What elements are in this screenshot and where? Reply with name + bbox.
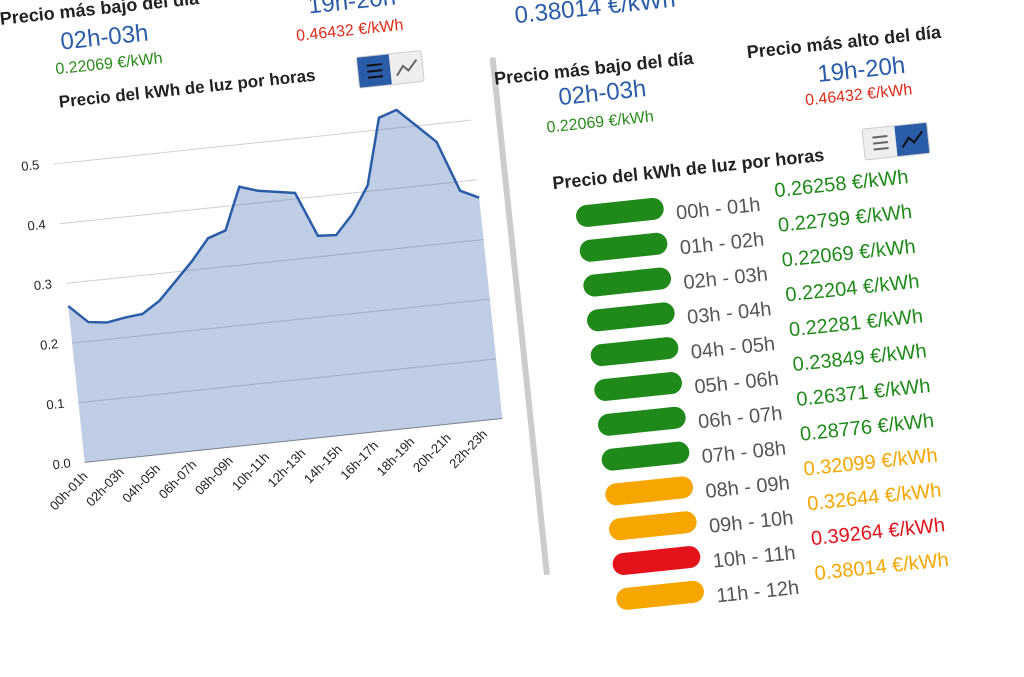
y-tick-label: 0.3 bbox=[33, 276, 53, 293]
hour-range: 10h - 11h bbox=[711, 542, 797, 573]
y-tick-label: 0.0 bbox=[52, 455, 72, 472]
hour-range: 02h - 03h bbox=[682, 263, 769, 295]
hour-price: 0.38014 €/kWh bbox=[813, 549, 950, 585]
hour-price: 0.23849 €/kWh bbox=[791, 340, 928, 377]
x-tick-label: 22h-23h bbox=[446, 426, 490, 471]
list-view-button[interactable] bbox=[863, 126, 898, 159]
x-tick-label: 10h-11h bbox=[229, 449, 272, 493]
page: Precio más bajo del día 02h-03h 0.22069 … bbox=[0, 0, 950, 611]
hour-price: 0.26371 €/kWh bbox=[795, 375, 932, 411]
price-indicator bbox=[604, 475, 695, 507]
hour-price: 0.28776 €/kWh bbox=[798, 409, 936, 446]
hour-range: 09h - 10h bbox=[708, 507, 795, 538]
hour-price: 0.22799 €/kWh bbox=[777, 200, 914, 237]
price-indicator bbox=[574, 196, 665, 228]
price-indicator bbox=[593, 370, 684, 403]
price-indicator bbox=[589, 336, 680, 368]
hour-price: 0.22204 €/kWh bbox=[784, 270, 921, 307]
x-tick-label: 16h-17h bbox=[337, 438, 381, 483]
x-tick-label: 02h-03h bbox=[83, 465, 127, 510]
grid-line bbox=[65, 239, 484, 284]
price-indicator bbox=[615, 579, 706, 611]
high-label: Precio más alto del día bbox=[745, 21, 942, 63]
hour-range: 07h - 08h bbox=[700, 437, 788, 469]
y-tick-label: 0.4 bbox=[27, 217, 47, 234]
chart-title: Precio del kWh de luz por horas bbox=[58, 66, 316, 112]
price-indicator bbox=[600, 440, 691, 472]
grid-line bbox=[72, 298, 490, 344]
view-toggle[interactable] bbox=[355, 49, 425, 89]
chart-icon bbox=[901, 130, 923, 149]
x-tick-label: 08h-09h bbox=[192, 453, 236, 498]
x-tick-label: 20h-21h bbox=[410, 430, 454, 475]
y-tick-label: 0.1 bbox=[46, 396, 66, 413]
hour-range: 06h - 07h bbox=[697, 402, 784, 434]
grid-line bbox=[53, 119, 472, 165]
grid-line bbox=[59, 179, 478, 225]
price-indicator bbox=[611, 544, 702, 577]
list-view-button[interactable] bbox=[356, 54, 392, 88]
hour-range: 03h - 04h bbox=[686, 298, 773, 329]
line bbox=[67, 108, 480, 324]
chart-icon bbox=[396, 58, 418, 77]
hour-range: 04h - 05h bbox=[689, 332, 777, 364]
hour-price: 0.22069 €/kWh bbox=[780, 235, 917, 272]
hour-price: 0.26258 €/kWh bbox=[773, 166, 910, 203]
chart-view-button[interactable] bbox=[894, 122, 930, 157]
price-indicator bbox=[582, 266, 673, 298]
hour-range: 01h - 02h bbox=[678, 228, 766, 260]
price-indicator bbox=[578, 231, 669, 263]
grid-line bbox=[84, 418, 503, 463]
area bbox=[68, 109, 503, 463]
hour-range: 08h - 09h bbox=[704, 472, 791, 503]
low-price: 0.22069 €/kWh bbox=[545, 108, 655, 137]
view-toggle[interactable] bbox=[861, 121, 931, 161]
hour-range: 11h - 12h bbox=[715, 576, 801, 608]
price-indicator bbox=[585, 301, 676, 333]
hour-price: 0.22281 €/kWh bbox=[787, 305, 925, 342]
list-icon bbox=[366, 63, 384, 79]
x-tick-label: 06h-07h bbox=[156, 457, 200, 502]
price-indicator bbox=[607, 510, 698, 542]
grid-line bbox=[78, 358, 497, 404]
hour-price: 0.39264 €/kWh bbox=[809, 514, 947, 551]
chart: Precio del kWh de luz por horas 0.0 0.1 0.… bbox=[21, 66, 503, 513]
y-tick-label: 0.5 bbox=[21, 157, 41, 174]
y-tick-label: 0.2 bbox=[39, 336, 59, 353]
x-tick-label: 00h-01h bbox=[47, 468, 91, 513]
price-indicator bbox=[596, 405, 687, 437]
list-icon bbox=[872, 135, 889, 151]
x-tick-label: 18h-19h bbox=[374, 434, 418, 479]
x-tick-label: 04h-05h bbox=[119, 461, 163, 506]
hour-range: 00h - 01h bbox=[675, 193, 762, 225]
hour-price: 0.32644 €/kWh bbox=[806, 479, 943, 516]
hour-price: 0.32099 €/kWh bbox=[802, 444, 939, 481]
chart-view-button[interactable] bbox=[389, 51, 424, 84]
left-panel: Precio más bajo del día 02h-03h 0.22069 … bbox=[0, 0, 550, 576]
x-tick-label: 12h-13h bbox=[265, 445, 309, 490]
current-price: 0.38014 €/kWh bbox=[513, 0, 677, 30]
right-panel: 0.38014 €/kWh Precio más bajo del día 02… bbox=[480, 0, 1024, 656]
x-tick-label: 14h-15h bbox=[301, 442, 345, 487]
hour-range: 05h - 06h bbox=[693, 367, 780, 399]
